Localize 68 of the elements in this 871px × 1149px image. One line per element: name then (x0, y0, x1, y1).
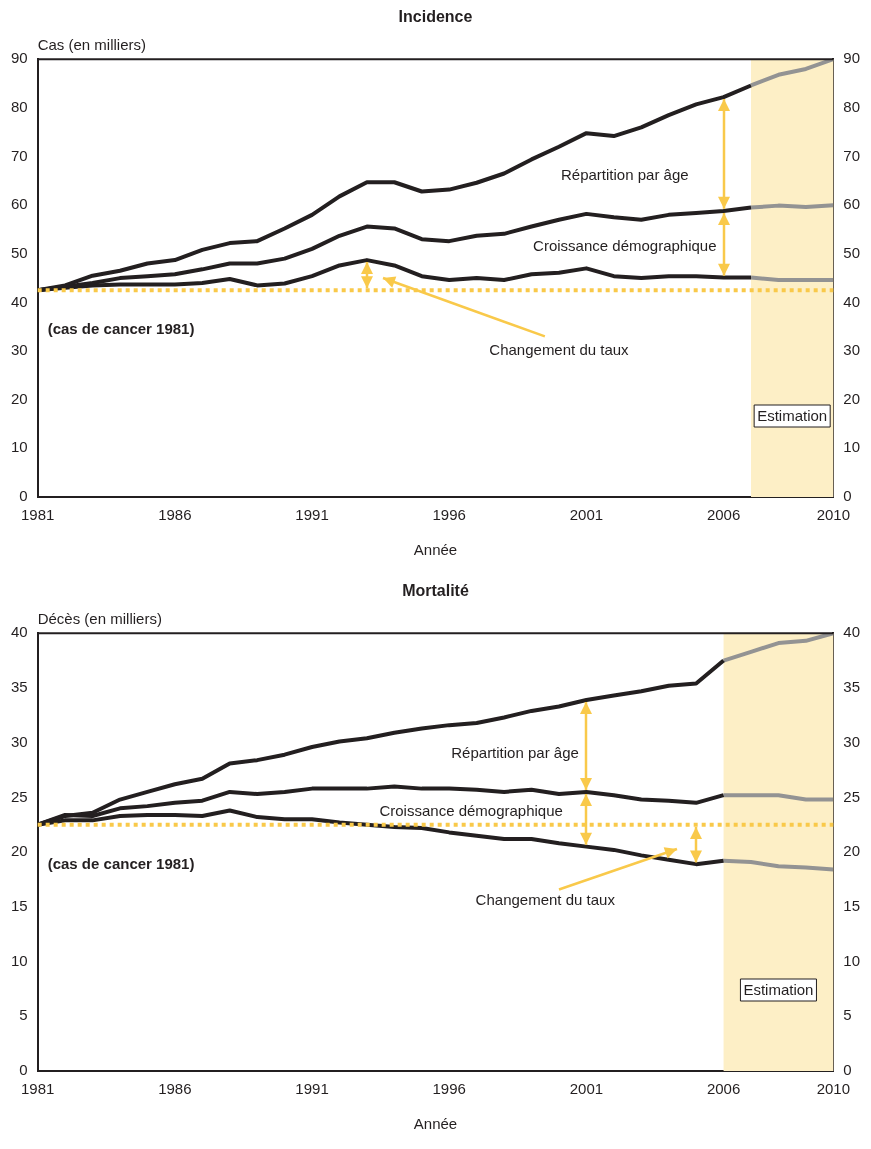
y2-tick-label: 20 (843, 389, 860, 407)
x-axis-title: Année (413, 541, 458, 559)
y2-tick-label: 90 (843, 49, 860, 67)
y-tick-label: 40 (11, 623, 28, 641)
annotation: Changement du taux (489, 341, 630, 359)
x-tick-label: 1981 (21, 1080, 55, 1098)
band-label: Estimation (743, 981, 814, 999)
y-tick-label: 40 (11, 292, 28, 310)
x-tick-label: 1991 (295, 1080, 329, 1098)
x-tick-label: 1996 (432, 1080, 466, 1098)
y2-tick-label: 25 (843, 787, 860, 805)
y2-tick-label: 70 (843, 146, 860, 164)
x-tick-label: 1996 (432, 506, 466, 524)
y-axis-title: Décès (en milliers) (37, 609, 162, 627)
x-tick-label: 1986 (158, 506, 192, 524)
chart-title: Incidence (398, 8, 473, 26)
y2-tick-label: 15 (843, 896, 860, 914)
y-tick-label: 30 (11, 732, 28, 750)
y2-tick-label: 30 (843, 732, 860, 750)
y2-tick-label: 20 (843, 842, 860, 860)
x-tick-label: 2001 (569, 1080, 604, 1098)
y2-tick-label: 10 (843, 951, 860, 969)
y2-tick-label: 40 (843, 292, 860, 310)
y-tick-label: 35 (11, 678, 28, 696)
y-tick-label: 10 (11, 951, 28, 969)
y2-tick-label: 35 (843, 678, 860, 696)
y-tick-label: 5 (19, 1006, 28, 1024)
y-tick-label: 20 (11, 842, 28, 860)
annotation: Répartition par âge (451, 743, 579, 761)
y-axis-title: Cas (en milliers) (37, 35, 147, 53)
x-tick-label: 2001 (569, 506, 604, 524)
x-tick-label: 2006 (706, 506, 741, 524)
y2-tick-label: 60 (843, 195, 860, 213)
x-axis-title: Année (413, 1115, 458, 1133)
annotation: Changement du taux (475, 891, 616, 909)
y-tick-label: 0 (19, 1061, 28, 1079)
x-tick-label: 1986 (158, 1080, 192, 1098)
y2-tick-label: 0 (843, 1061, 852, 1079)
y2-tick-label: 30 (843, 341, 860, 359)
y2-tick-label: 50 (843, 243, 860, 261)
y-tick-label: 60 (11, 195, 28, 213)
y-tick-label: 70 (11, 146, 28, 164)
y-tick-label: 25 (11, 787, 28, 805)
x-tick-label: 1981 (21, 506, 55, 524)
y-tick-label: 30 (11, 341, 28, 359)
y2-tick-label: 5 (843, 1006, 852, 1024)
y-tick-label: 90 (11, 49, 28, 67)
ref-line-label: (cas de cancer 1981) (47, 854, 195, 872)
annotation: Croissance démographique (533, 236, 717, 254)
y-tick-label: 80 (11, 97, 28, 115)
y-tick-label: 10 (11, 438, 28, 456)
x-tick-label: 1991 (295, 506, 329, 524)
annotation: Répartition par âge (561, 166, 689, 184)
y-tick-label: 0 (19, 487, 28, 505)
band-label: Estimation (757, 407, 828, 425)
y-tick-label: 20 (11, 389, 28, 407)
ref-line-label: (cas de cancer 1981) (47, 320, 195, 338)
x-tick-label: 2006 (706, 1080, 741, 1098)
y2-tick-label: 80 (843, 97, 860, 115)
y2-tick-label: 10 (843, 438, 860, 456)
x-tick-label: 2010 (816, 1080, 850, 1098)
y2-tick-label: 40 (843, 623, 860, 641)
x-tick-label: 2010 (816, 506, 850, 524)
y2-tick-label: 0 (843, 487, 852, 505)
y-tick-label: 50 (11, 243, 28, 261)
chart-title: Mortalité (402, 582, 469, 600)
annotation: Croissance démographique (379, 801, 563, 819)
y-tick-label: 15 (11, 896, 28, 914)
